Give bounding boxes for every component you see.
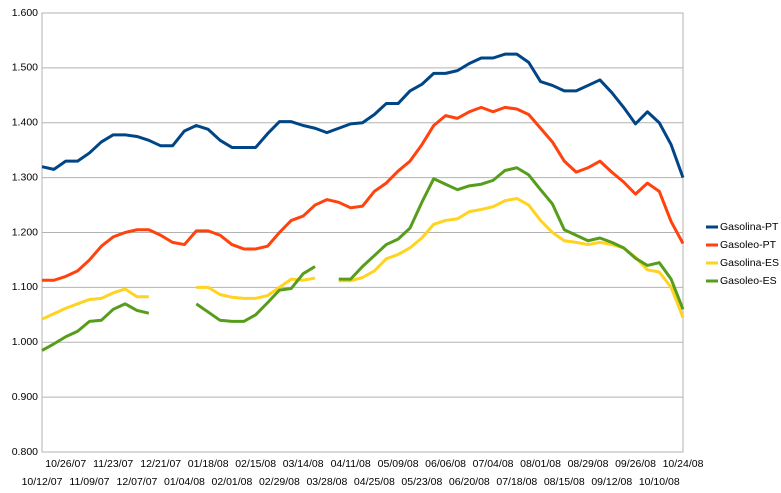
x-tick-label: 07/18/08 [496, 476, 537, 488]
plot-border [41, 12, 684, 453]
legend-label: Gasoleo-PT [720, 239, 777, 251]
y-tick-label: 0.900 [12, 391, 38, 403]
x-tick-label: 10/10/08 [639, 476, 680, 488]
y-tick-label: 1.100 [12, 281, 38, 293]
x-tick-label: 12/21/07 [140, 458, 181, 470]
x-tick-label: 04/25/08 [354, 476, 395, 488]
x-tick-label: 08/15/08 [544, 476, 585, 488]
x-tick-label: 09/12/08 [591, 476, 632, 488]
legend-label: Gasolina-PT [720, 221, 779, 233]
y-tick-label: 0.800 [12, 446, 38, 458]
x-tick-label: 10/12/07 [22, 476, 63, 488]
x-tick-label: 05/09/08 [378, 458, 419, 470]
x-tick-label: 01/18/08 [188, 458, 229, 470]
x-tick-label: 11/09/07 [69, 476, 109, 488]
x-tick-label: 09/26/08 [615, 458, 656, 470]
x-tick-label: 02/15/08 [235, 458, 276, 470]
x-tick-label: 04/11/08 [331, 458, 371, 470]
series-line [41, 196, 685, 321]
x-tick-label: 03/14/08 [283, 458, 324, 470]
x-tick-label: 02/29/08 [259, 476, 300, 488]
y-tick-label: 1.400 [12, 117, 38, 129]
y-tick-label: 1.200 [12, 226, 38, 238]
x-tick-label: 10/24/08 [663, 458, 704, 470]
series-line [42, 105, 685, 282]
legend-label: Gasoleo-ES [720, 275, 777, 287]
x-tick-label: 12/07/07 [117, 476, 158, 488]
y-tick-label: 1.500 [12, 62, 38, 74]
y-tick-label: 1.000 [12, 336, 38, 348]
x-tick-label: 08/29/08 [568, 458, 609, 470]
x-tick-label: 02/01/08 [211, 476, 252, 488]
legend-label: Gasolina-ES [720, 257, 779, 269]
x-tick-label: 07/04/08 [473, 458, 514, 470]
y-tick-label: 1.600 [12, 7, 38, 19]
x-tick-label: 11/23/07 [93, 458, 133, 470]
x-tick-label: 06/20/08 [449, 476, 490, 488]
series-line [41, 52, 685, 179]
x-tick-label: 06/06/08 [425, 458, 466, 470]
y-tick-label: 1.300 [12, 171, 38, 183]
x-tick-label: 08/01/08 [520, 458, 561, 470]
x-tick-label: 10/26/07 [45, 458, 86, 470]
x-tick-label: 03/28/08 [306, 476, 347, 488]
x-tick-label: 01/04/08 [164, 476, 205, 488]
x-tick-label: 05/23/08 [401, 476, 442, 488]
series-line [41, 166, 685, 352]
